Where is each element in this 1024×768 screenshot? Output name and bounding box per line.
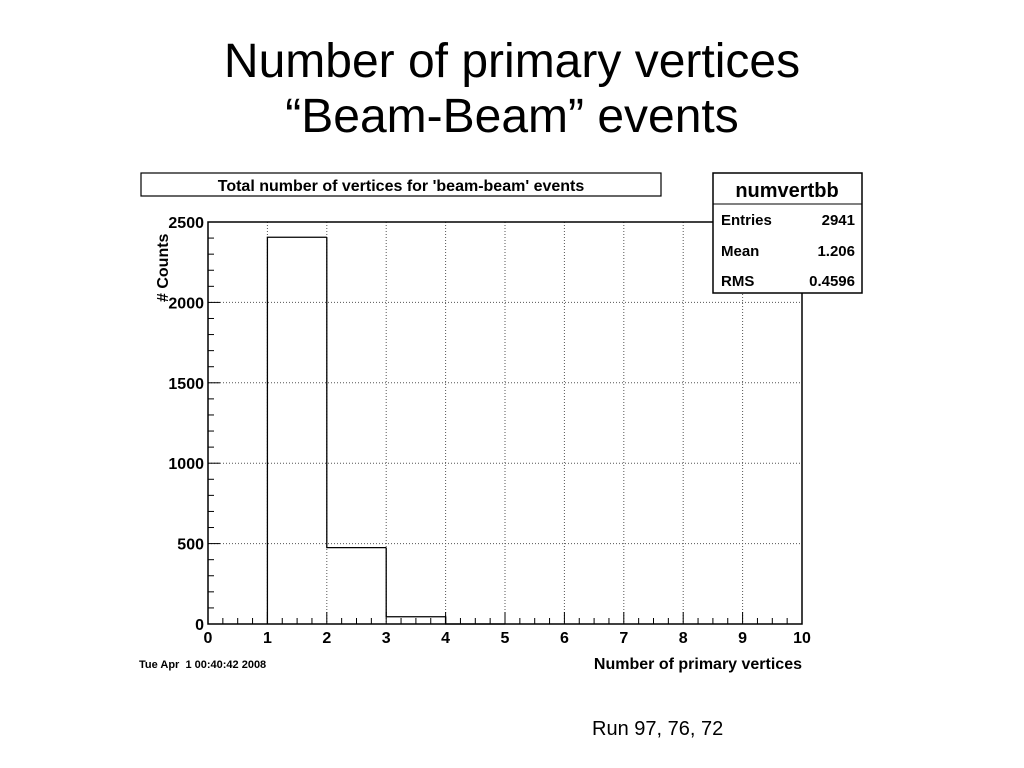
- stats-box: numvertbb Entries 2941 Mean 1.206 RMS 0.…: [712, 172, 863, 294]
- histogram-bin-3-4: [385, 547, 447, 624]
- x-tick-label: 4: [441, 630, 450, 647]
- x-tick-label: 9: [738, 630, 747, 647]
- slide-title: Number of primary vertices “Beam-Beam” e…: [0, 34, 1024, 144]
- y-tick-label: 0: [195, 617, 204, 634]
- y-tick-label: 2000: [168, 295, 204, 312]
- x-tick-label: 5: [501, 630, 510, 647]
- stats-rms-label: RMS: [721, 273, 754, 290]
- x-tick-label: 1: [263, 630, 272, 647]
- x-tick-label: 6: [560, 630, 569, 647]
- histogram-bins: [266, 236, 505, 625]
- axis-ticks: [207, 221, 803, 625]
- x-tick-label: 0: [204, 630, 213, 647]
- date-stamp: Tue Apr 1 00:40:42 2008: [139, 659, 266, 671]
- x-axis-label: Number of primary vertices: [594, 656, 802, 673]
- stats-mean-value: 1.206: [817, 243, 855, 260]
- grid-lines: [208, 222, 802, 624]
- x-tick-label: 10: [793, 630, 811, 647]
- slide-title-line-1: Number of primary vertices: [223, 35, 801, 88]
- y-axis-label: # Counts: [155, 233, 172, 302]
- stats-entries-value: 2941: [822, 212, 855, 229]
- stats-entries-label: Entries: [721, 212, 772, 229]
- run-caption: Run 97, 76, 72: [592, 718, 724, 740]
- y-tick-label: 1500: [168, 376, 204, 393]
- stats-rms-value: 0.4596: [809, 273, 855, 290]
- x-tick-label: 3: [382, 630, 391, 647]
- y-tick-label: 500: [177, 537, 204, 554]
- x-tick-label: 7: [619, 630, 628, 647]
- histogram-bin-2-3: [326, 237, 387, 549]
- y-tick-label: 1000: [168, 456, 204, 473]
- tick-labels: 0 1 2 3 4 5 6 7 8 9 10 0 500 1000 1500 2000 2500: [168, 215, 811, 647]
- x-tick-label: 8: [679, 630, 688, 647]
- slide-title-line-2: “Beam-Beam” events: [285, 90, 739, 143]
- stats-mean-label: Mean: [721, 243, 759, 260]
- x-tick-label: 2: [322, 630, 331, 647]
- histogram-title-box: [140, 172, 662, 197]
- histogram-title: Total number of vertices for 'beam-beam'…: [218, 178, 585, 195]
- stats-box-name: numvertbb: [735, 180, 838, 202]
- y-tick-label: 2500: [168, 215, 204, 232]
- histogram-bin-1-2: [266, 236, 327, 624]
